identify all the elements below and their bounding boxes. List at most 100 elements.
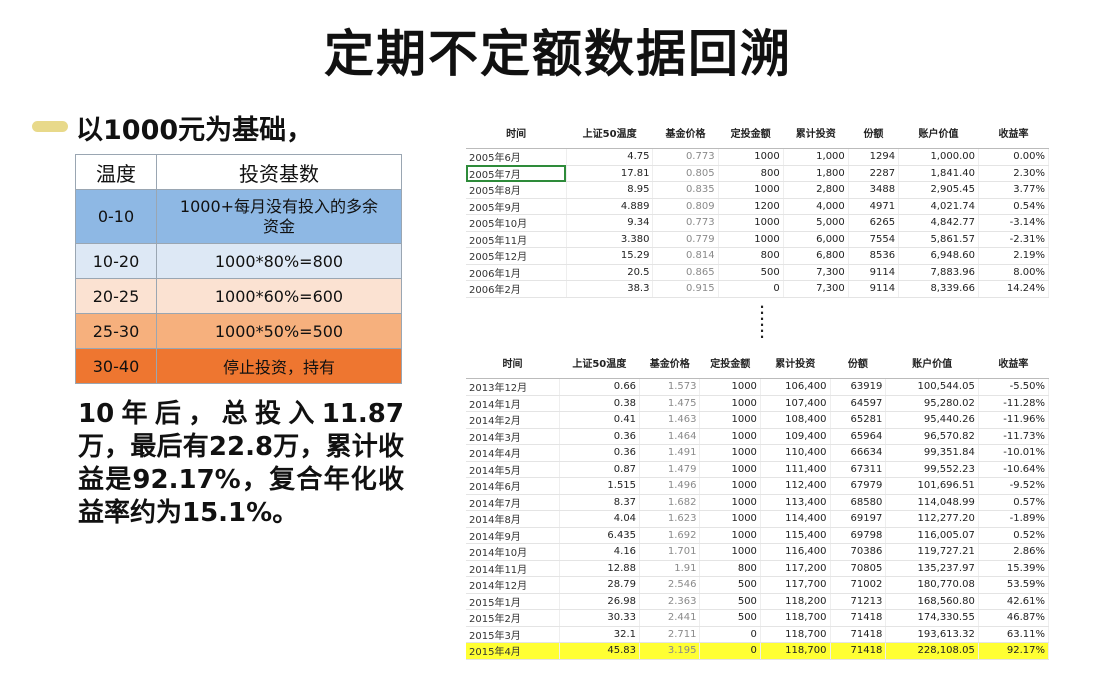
temp-row: 20-25 1000*60%=600 (75, 278, 402, 314)
table-cell: 68580 (830, 494, 887, 511)
table-cell: -9.52% (978, 477, 1050, 495)
table-cell: 0.773 (652, 148, 719, 166)
table-row: 2006年1月 20.5 0.865 500 7,300 9114 7,883.96 8.00… (466, 264, 1050, 281)
table-cell: -11.28% (978, 395, 1050, 412)
table-row: 2005年7月 17.81 0.805 800 1,800 2287 1,841.40 2.3… (466, 165, 1050, 182)
table-cell: 6265 (848, 214, 900, 232)
table-row: 2005年10月 9.34 0.773 1000 5,000 6265 4,842.77 -3… (466, 214, 1050, 232)
temp-range: 30-40 (75, 348, 157, 384)
column-header: 上证50温度 (566, 116, 653, 149)
table-cell: 101,696.51 (885, 477, 979, 495)
table-cell: 7554 (848, 231, 900, 248)
table-cell: 71002 (830, 576, 887, 594)
table-cell: 168,560.80 (885, 593, 979, 610)
table-cell: 3.380 (566, 231, 654, 248)
table-cell: 1000 (699, 461, 761, 478)
table-cell: 8536 (848, 247, 900, 265)
table-cell: 1000 (718, 214, 784, 232)
temperature-rule-table: 温度 投资基数 0-10 1000+每月没有投入的多余资金 10-20 1000*80… (75, 154, 402, 384)
table-cell: 4.16 (559, 543, 641, 561)
ellipsis-dots: · · · · · · (759, 300, 765, 344)
table-cell: 1.701 (639, 543, 701, 561)
table-cell: 38.3 (566, 280, 654, 298)
table-row: 2014年6月 1.515 1.496 1000 112,400 67979 101,696… (466, 477, 1050, 495)
table-cell: 116,005.07 (885, 527, 979, 544)
table-row: 2014年2月 0.41 1.463 1000 108,400 65281 95,440.2… (466, 411, 1050, 429)
table-cell: 6,800 (783, 247, 849, 265)
table-cell: 0.36 (559, 444, 641, 462)
table-cell: 180,770.08 (885, 576, 979, 594)
table-cell: 0.87 (559, 461, 641, 478)
table-cell: 1000 (699, 494, 761, 511)
table-cell: 69798 (830, 527, 887, 544)
table-cell: 228,108.05 (885, 642, 979, 660)
temp-rule: 1000+每月没有投入的多余资金 (156, 189, 402, 244)
table-cell: 117,200 (760, 560, 831, 577)
table-cell: 7,883.96 (898, 264, 979, 281)
table-cell: 1,000.00 (898, 148, 979, 166)
table-cell: 2014年9月 (466, 527, 560, 544)
table-cell: 0 (718, 280, 784, 298)
table-cell: 1.91 (639, 560, 701, 577)
table-cell: 0.773 (652, 214, 719, 232)
table-cell: 2015年3月 (466, 626, 560, 643)
table-cell: 71418 (830, 642, 887, 660)
table-cell: 8,339.66 (898, 280, 979, 298)
temp-range: 25-30 (75, 313, 157, 349)
temp-header-temperature: 温度 (75, 154, 157, 190)
table-cell: 1000 (699, 395, 761, 412)
table-cell: 1000 (699, 510, 761, 528)
table-row: 2015年3月 32.1 2.711 0 118,700 71418 193,613.32 6… (466, 626, 1050, 643)
table-cell: 0.809 (652, 198, 719, 215)
table-cell: 1000 (699, 428, 761, 445)
table-cell: -10.64% (978, 461, 1050, 478)
table-cell: 2014年5月 (466, 461, 560, 478)
table-cell: 800 (699, 560, 761, 577)
table-cell: 45.83 (559, 642, 641, 660)
table-cell: 117,700 (760, 576, 831, 594)
table-cell: 17.81 (566, 165, 654, 182)
table-cell: 6,000 (783, 231, 849, 248)
table-cell: 135,237.97 (885, 560, 979, 577)
column-header: 累计投资 (760, 346, 830, 379)
table-cell: 193,613.32 (885, 626, 979, 643)
column-header: 时间 (466, 346, 560, 379)
table-cell: 1000 (699, 378, 761, 396)
table-cell: 6.435 (559, 527, 641, 544)
backtest-table-start: 时间 上证50温度 基金价格 定投金额 累计投资 份额 账户价值 收益率 2005年6月 4.7… (466, 116, 1050, 298)
table-cell: 42.61% (978, 593, 1050, 610)
table-cell: 1.623 (639, 510, 701, 528)
table-cell: 1000 (699, 543, 761, 561)
table-cell: 2014年3月 (466, 428, 560, 445)
table-cell: 65964 (830, 428, 887, 445)
table-cell: 0.865 (652, 264, 719, 281)
table-cell: 7,300 (783, 280, 849, 298)
table-row: 2005年11月 3.380 0.779 1000 6,000 7554 5,861.57-… (466, 231, 1050, 248)
column-header: 份额 (848, 116, 899, 149)
column-header: 份额 (830, 346, 886, 379)
column-header: 定投金额 (718, 116, 784, 149)
data-table-1: 时间 上证50温度 基金价格 定投金额 累计投资 份额 账户价值 收益率 2005年6月 4.7… (466, 116, 1050, 298)
table-cell: 2287 (848, 165, 900, 182)
table-cell: 0.779 (652, 231, 719, 248)
table-cell: 1000 (699, 411, 761, 429)
table-cell: 26.98 (559, 593, 641, 610)
table-cell: 4,021.74 (898, 198, 979, 215)
table-row: 2005年8月 8.95 0.835 1000 2,800 3488 2,905.45 3.7… (466, 181, 1050, 199)
table-cell: -11.96% (978, 411, 1050, 429)
table-cell: 108,400 (760, 411, 831, 429)
column-header: 账户价值 (898, 116, 979, 149)
table-cell: 1.682 (639, 494, 701, 511)
table-cell: 20.5 (566, 264, 654, 281)
table-cell: 12.88 (559, 560, 641, 577)
table-cell: 113,400 (760, 494, 831, 511)
column-header: 时间 (466, 116, 567, 149)
table-cell: 500 (699, 609, 761, 627)
table-cell: 0 (699, 642, 761, 660)
table-cell: 0 (699, 626, 761, 643)
table-cell: 114,048.99 (885, 494, 979, 511)
temp-row: 25-30 1000*50%=500 (75, 313, 402, 349)
table-row: 2005年6月 4.75 0.773 1000 1,000 1294 1,000.00 0.0… (466, 148, 1050, 166)
table-cell: -11.73% (978, 428, 1050, 445)
table-cell: 118,200 (760, 593, 831, 610)
